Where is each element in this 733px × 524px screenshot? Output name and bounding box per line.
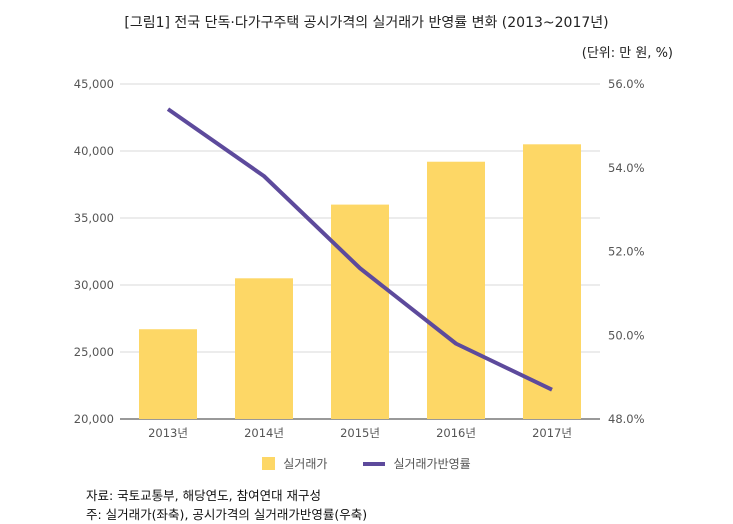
x-axis-ticks: 2013년 2014년 2015년 2016년 2017년	[148, 426, 572, 440]
bar	[235, 278, 293, 419]
legend-item-line[interactable]: 실거래가반영률	[363, 455, 471, 472]
legend-bar-swatch	[262, 457, 276, 470]
x-tick-label: 2014년	[244, 426, 284, 440]
footer-notes: 자료: 국토교통부, 해당연도, 참여연대 재구성 주: 실거래가(좌축), 공…	[86, 486, 367, 524]
bar-series	[139, 144, 581, 420]
right-tick-label: 50.0%	[608, 328, 645, 342]
bar	[427, 161, 485, 419]
legend-item-bar[interactable]: 실거래가	[262, 455, 327, 472]
chart-title: [그림1] 전국 단독·다가구주택 공시가격의 실거래가 반영률 변화 (201…	[124, 15, 609, 31]
source-text: 자료: 국토교통부, 해당연도, 참여연대 재구성	[86, 488, 322, 503]
left-axis-ticks: 20,000 25,000 30,000 35,000 40,000 45,000	[74, 77, 114, 426]
legend: 실거래가 실거래가반영률	[0, 455, 733, 472]
x-tick-label: 2013년	[148, 426, 188, 440]
right-axis-ticks: 48.0% 50.0% 52.0% 54.0% 56.0%	[608, 77, 645, 426]
bar	[139, 329, 197, 419]
unit-label: (단위: 만 원, %)	[581, 46, 673, 61]
legend-bar-label: 실거래가	[283, 457, 328, 471]
right-tick-label: 52.0%	[608, 245, 645, 259]
line-series	[166, 107, 553, 392]
left-tick-label: 25,000	[74, 345, 114, 359]
bar	[523, 144, 581, 420]
combo-chart: 20,000 25,000 30,000 35,000 40,000 45,000 48.…	[74, 77, 645, 440]
series-line	[166, 107, 553, 392]
note-text: 주: 실거래가(좌축), 공시가격의 실거래가반영률(우축)	[86, 507, 368, 522]
right-tick-label: 54.0%	[608, 161, 645, 175]
right-tick-label: 56.0%	[608, 77, 645, 91]
left-tick-label: 40,000	[74, 144, 114, 158]
left-tick-label: 35,000	[74, 211, 114, 225]
legend-line-label: 실거래가반영률	[393, 457, 471, 471]
x-tick-label: 2015년	[340, 426, 380, 440]
bar	[331, 204, 389, 419]
left-tick-label: 20,000	[74, 412, 114, 426]
left-tick-label: 45,000	[74, 77, 114, 91]
right-tick-label: 48.0%	[608, 412, 645, 426]
left-tick-label: 30,000	[74, 278, 114, 292]
legend-line-swatch	[363, 461, 386, 466]
x-tick-label: 2017년	[532, 426, 572, 440]
x-tick-label: 2016년	[436, 426, 476, 440]
